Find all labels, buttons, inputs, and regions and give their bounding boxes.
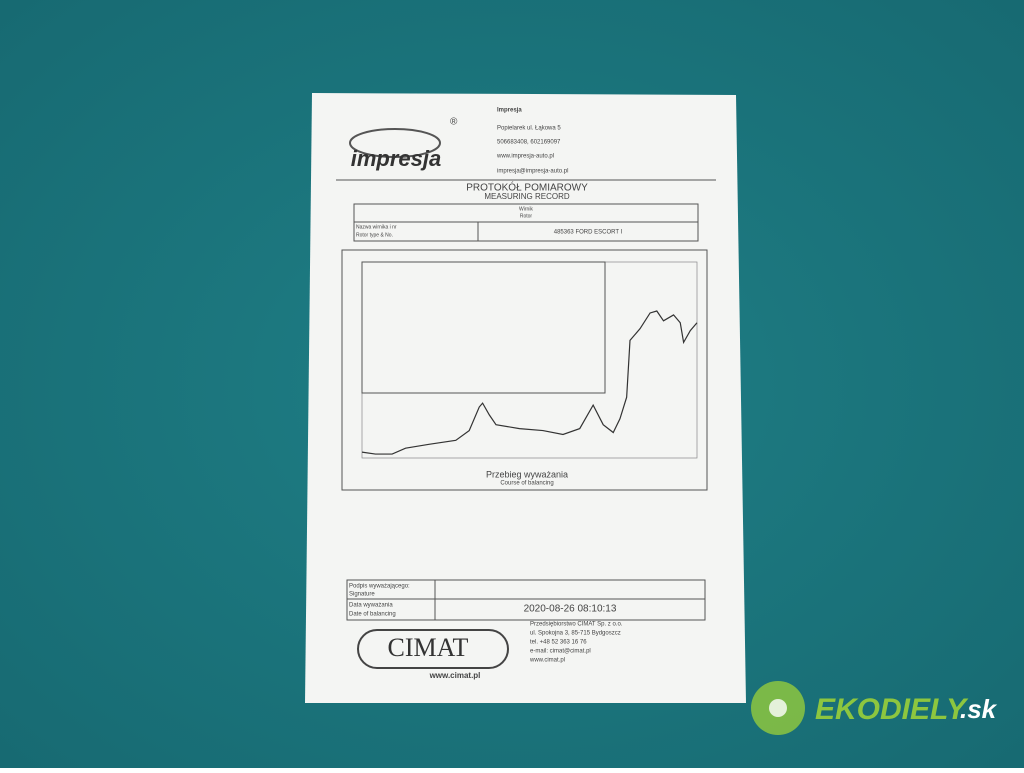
watermark-icon-center — [769, 699, 787, 717]
footer-table — [346, 579, 706, 621]
signature-label-en: Signature — [349, 592, 375, 598]
cimat-address-line: e-mail: cimat@cimat.pl — [530, 649, 591, 655]
rotor-label: Wirnik — [519, 206, 533, 212]
cimat-address-line: tel. +48 52 363 16 76 — [530, 640, 587, 646]
graph-frame — [341, 249, 708, 491]
cimat-address-line: Przedsiębiorstwo CIMAT Sp. z o.o. — [530, 622, 623, 628]
rotor-table — [353, 203, 699, 242]
cimat-address-line: ul. Spokojna 3, 85-715 Bydgoszcz — [530, 631, 621, 637]
subtitle: MEASURING RECORD — [484, 192, 570, 201]
cimat-address-line: www.cimat.pl — [529, 658, 565, 664]
rotor-type-label-en: Rotor type & No. — [356, 232, 393, 238]
signature-label: Podpis wyważającego: — [349, 584, 410, 590]
graph-title: Przebieg wyważania — [486, 469, 568, 479]
company-name: Impresja — [497, 108, 522, 114]
title: PROTOKÓŁ POMIAROWY — [466, 181, 588, 194]
date-label-en: Date of balancing — [349, 612, 396, 618]
legend-box — [361, 261, 606, 394]
date-value: 2020-08-26 08:10:13 — [524, 604, 617, 615]
rotor-type-label: Nazwa wirnika i nr — [356, 224, 397, 230]
company-email: impresja@impresja-auto.pl — [497, 169, 568, 175]
cimat-logo: CIMAT — [388, 633, 469, 662]
cimat-web: www.cimat.pl — [429, 671, 481, 680]
company-phone: 506683408, 602169097 — [497, 140, 561, 146]
paper — [305, 93, 746, 703]
balance-curve — [361, 310, 698, 455]
graph-subtitle: Course of balancing — [500, 481, 553, 487]
rotor-label-en: Rotor — [520, 213, 533, 219]
company-web: www.impresja-auto.pl — [496, 154, 554, 160]
logo-car — [349, 128, 441, 158]
watermark-suffix: .sk — [960, 694, 998, 724]
logo-mark: ® — [450, 117, 458, 128]
logo: impresja — [351, 146, 442, 171]
date-label: Data wyważania — [349, 603, 393, 609]
watermark-brand: EKODIELY — [815, 693, 969, 726]
company-address: Popielarek ul. Łąkowa 5 — [497, 126, 561, 132]
rotor-type-value: 485363 FORD ESCORT I — [554, 230, 623, 236]
cimat-logo-frame — [357, 629, 509, 669]
